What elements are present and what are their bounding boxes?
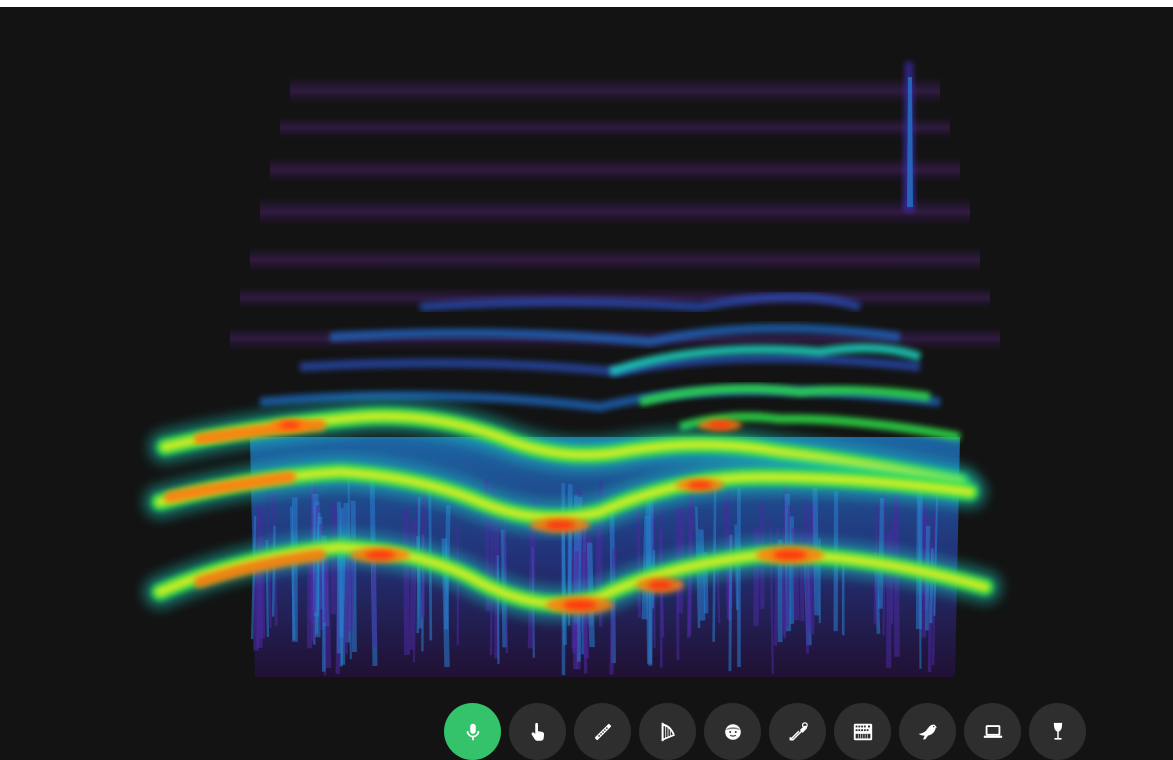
- ridge-crest: [155, 467, 975, 523]
- upper-ridge: [608, 343, 922, 377]
- curtain-streak: [803, 499, 810, 654]
- laptop-button[interactable]: [964, 703, 1021, 760]
- curtain-streak: [402, 508, 410, 656]
- ridge-hotspot: [164, 471, 296, 503]
- peak-core: [545, 520, 575, 530]
- synthesizer-icon: [852, 721, 874, 743]
- curtain-streak: [636, 503, 642, 618]
- background-band: [280, 117, 950, 139]
- flute-icon: [592, 721, 614, 743]
- curtain-streak: [496, 555, 500, 665]
- trombone-button[interactable]: [769, 703, 826, 760]
- mid-ridge: [419, 292, 862, 312]
- peak-core: [280, 421, 300, 429]
- spectrogram-canvas[interactable]: [0, 7, 1173, 695]
- back-spike-core: [907, 77, 913, 207]
- background-band: [270, 157, 960, 183]
- curtain-streak: [933, 491, 939, 616]
- harp-button[interactable]: [639, 703, 696, 760]
- curtain-streak: [413, 500, 418, 663]
- curtain-streak: [324, 550, 332, 669]
- curtain-streak: [336, 501, 344, 638]
- mic-button[interactable]: [444, 703, 501, 760]
- laptop-icon: [982, 721, 1004, 743]
- wine-glass-icon: [1047, 721, 1069, 743]
- peak-core: [648, 580, 672, 590]
- peak-core: [773, 550, 807, 560]
- wine-glass-button[interactable]: [1029, 703, 1086, 760]
- top-edge: [0, 0, 1173, 7]
- face-icon: [722, 721, 744, 743]
- instrument-toolbar: [444, 703, 1086, 760]
- hand-pointer-icon: [527, 721, 549, 743]
- voice-button[interactable]: [704, 703, 761, 760]
- trombone-icon: [787, 721, 809, 743]
- peak-core: [365, 550, 395, 560]
- microphone-icon: [462, 721, 484, 743]
- mid-ridge: [329, 323, 901, 347]
- ridge-hotspot: [194, 549, 326, 588]
- peak-core: [688, 481, 712, 489]
- curtain-streak: [609, 549, 617, 675]
- peak-core: [563, 600, 597, 610]
- flute-button[interactable]: [574, 703, 631, 760]
- bird-icon: [917, 721, 939, 743]
- synth-button[interactable]: [834, 703, 891, 760]
- upper-ridge: [638, 384, 931, 407]
- harp-icon: [657, 721, 679, 743]
- bird-button[interactable]: [899, 703, 956, 760]
- background-band: [260, 197, 970, 227]
- background-band: [290, 77, 940, 105]
- background-band: [250, 247, 980, 273]
- touch-button[interactable]: [509, 703, 566, 760]
- peak-core: [709, 421, 731, 429]
